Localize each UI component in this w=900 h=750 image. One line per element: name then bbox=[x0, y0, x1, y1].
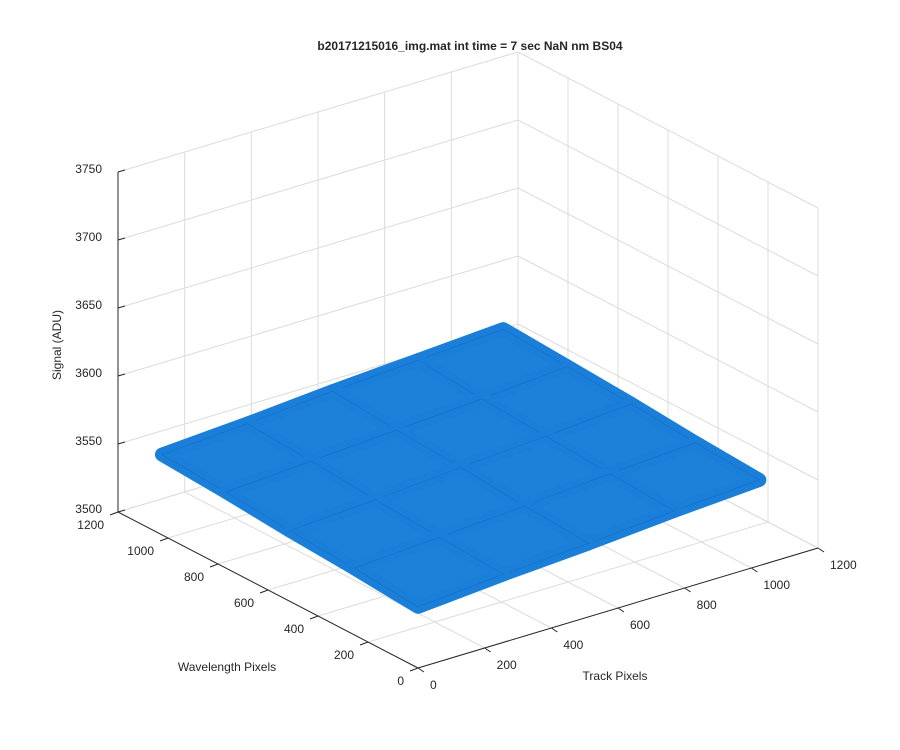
grid-line bbox=[517, 51, 819, 209]
x-tick-label: 600 bbox=[630, 618, 650, 632]
y-tick bbox=[309, 615, 319, 620]
y-tick bbox=[259, 589, 269, 594]
y-tick-label: 1200 bbox=[77, 518, 104, 532]
y-tick bbox=[409, 667, 419, 672]
surface-patch bbox=[353, 536, 505, 608]
grid-line bbox=[117, 187, 519, 309]
x-tick-label: 800 bbox=[697, 598, 717, 612]
grid-line bbox=[117, 119, 519, 241]
y-axis-label: Wavelength Pixels bbox=[178, 660, 276, 674]
x-tick bbox=[617, 607, 625, 613]
x-tick-label: 200 bbox=[497, 658, 517, 672]
y-tick bbox=[359, 641, 369, 646]
grid-line bbox=[517, 119, 819, 277]
x-tick bbox=[484, 647, 491, 653]
grid-line bbox=[517, 187, 819, 345]
x-axis-label: Track Pixels bbox=[583, 669, 648, 683]
x-tick-label: 400 bbox=[563, 638, 583, 652]
y-tick-label: 0 bbox=[397, 674, 404, 688]
z-tick bbox=[117, 169, 126, 173]
chart-title: b20171215016_img.mat int time = 7 sec Na… bbox=[317, 39, 622, 53]
y-tick-label: 1000 bbox=[127, 544, 154, 558]
x-tick bbox=[417, 667, 425, 673]
y-tick bbox=[109, 511, 119, 516]
y-tick-label: 600 bbox=[234, 596, 254, 610]
x-tick-label: 1200 bbox=[830, 558, 857, 572]
z-tick-label: 3600 bbox=[75, 366, 102, 380]
x-tick bbox=[551, 627, 558, 633]
axes: 0 200 400 600 800 1000 1200 0 200 400 600 800 1000 12… bbox=[75, 162, 857, 692]
grid-line bbox=[117, 255, 519, 377]
x-tick-label: 0 bbox=[430, 678, 437, 692]
y-tick bbox=[209, 563, 219, 568]
z-tick-label: 3550 bbox=[75, 434, 102, 448]
x-tick-label: 1000 bbox=[763, 578, 790, 592]
surface bbox=[155, 322, 767, 614]
z-tick bbox=[117, 509, 126, 513]
z-tick bbox=[117, 373, 126, 377]
grid-line bbox=[367, 521, 769, 643]
y-tick-label: 200 bbox=[334, 648, 354, 662]
x-tick bbox=[684, 587, 691, 593]
x-tick bbox=[817, 547, 825, 553]
grid-line bbox=[517, 255, 819, 413]
y-tick-label: 800 bbox=[184, 570, 204, 584]
z-tick-label: 3500 bbox=[75, 502, 102, 516]
z-tick bbox=[117, 305, 126, 309]
z-axis-label: Signal (ADU) bbox=[50, 310, 64, 380]
y-tick bbox=[159, 537, 169, 542]
z-tick bbox=[117, 237, 126, 241]
z-tick bbox=[117, 441, 126, 445]
z-tick-label: 3700 bbox=[75, 230, 102, 244]
z-tick-label: 3750 bbox=[75, 162, 102, 176]
z-tick-label: 3650 bbox=[75, 298, 102, 312]
x-tick bbox=[751, 567, 758, 573]
grid-line bbox=[117, 51, 519, 173]
y-tick-label: 400 bbox=[284, 622, 304, 636]
grid-line bbox=[517, 323, 819, 481]
